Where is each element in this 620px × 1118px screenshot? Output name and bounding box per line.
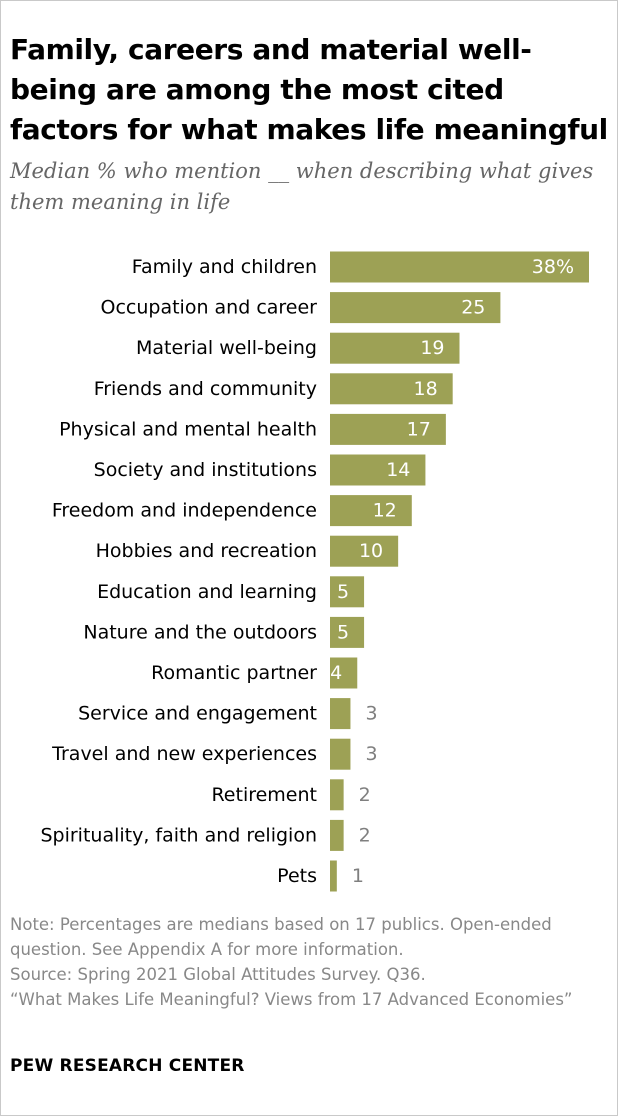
category-label: Friends and community <box>94 378 317 400</box>
bar <box>330 657 358 689</box>
category-label: Travel and new experiences <box>51 743 317 765</box>
bar <box>330 535 399 567</box>
category-label: Physical and mental health <box>59 418 317 440</box>
source-text: Source: Spring 2021 Global Attitudes Sur… <box>10 965 426 984</box>
category-label: Pets <box>277 865 317 887</box>
value-label: 17 <box>407 418 431 440</box>
bar <box>330 495 412 527</box>
value-label: 1 <box>352 865 364 887</box>
bar <box>330 819 344 851</box>
value-label: 38% <box>532 256 574 278</box>
category-label: Society and institutions <box>94 459 317 481</box>
chart-title: Family, careers and material well-being … <box>10 33 608 146</box>
category-label: Hobbies and recreation <box>96 540 317 562</box>
bar <box>330 698 351 730</box>
bar <box>330 860 337 892</box>
category-label: Freedom and independence <box>52 500 317 522</box>
value-label: 12 <box>373 500 397 522</box>
bar-chart: Family and children 38% Occupation and car… <box>40 251 589 892</box>
bar <box>330 251 589 283</box>
category-label: Romantic partner <box>151 662 317 684</box>
value-label: 10 <box>359 540 383 562</box>
bar <box>330 738 351 770</box>
value-label: 2 <box>359 824 371 846</box>
category-label: Service and engagement <box>78 703 317 725</box>
bar <box>330 454 426 486</box>
bar <box>330 779 344 811</box>
value-label: 18 <box>413 378 437 400</box>
value-label: 5 <box>337 581 349 603</box>
bar <box>330 576 365 608</box>
value-label: 5 <box>337 621 349 643</box>
category-label: Retirement <box>211 784 317 806</box>
category-label: Family and children <box>132 256 317 278</box>
bar <box>330 332 460 364</box>
bar <box>330 373 453 405</box>
value-label: 14 <box>386 459 410 481</box>
footer-brand: PEW RESEARCH CENTER <box>10 1056 245 1076</box>
notes: Note: Percentages are medians based on 1… <box>10 912 610 1012</box>
value-label: 3 <box>365 743 377 765</box>
chart-subtitle: Median % who mention __ when describing … <box>10 159 594 214</box>
report-title-text: “What Makes Life Meaningful? Views from … <box>10 990 573 1009</box>
category-label: Nature and the outdoors <box>83 621 317 643</box>
value-label: 25 <box>461 297 485 319</box>
category-label: Material well-being <box>136 337 317 359</box>
value-label: 3 <box>365 703 377 725</box>
category-label: Education and learning <box>97 581 317 603</box>
bar <box>330 616 365 648</box>
bar <box>330 413 446 445</box>
value-label: 4 <box>330 662 342 684</box>
value-label: 19 <box>420 337 444 359</box>
note-text: Note: Percentages are medians based on 1… <box>10 915 552 959</box>
bar <box>330 292 501 324</box>
value-label: 2 <box>359 784 371 806</box>
category-label: Spirituality, faith and religion <box>40 824 317 846</box>
category-label: Occupation and career <box>101 297 318 319</box>
